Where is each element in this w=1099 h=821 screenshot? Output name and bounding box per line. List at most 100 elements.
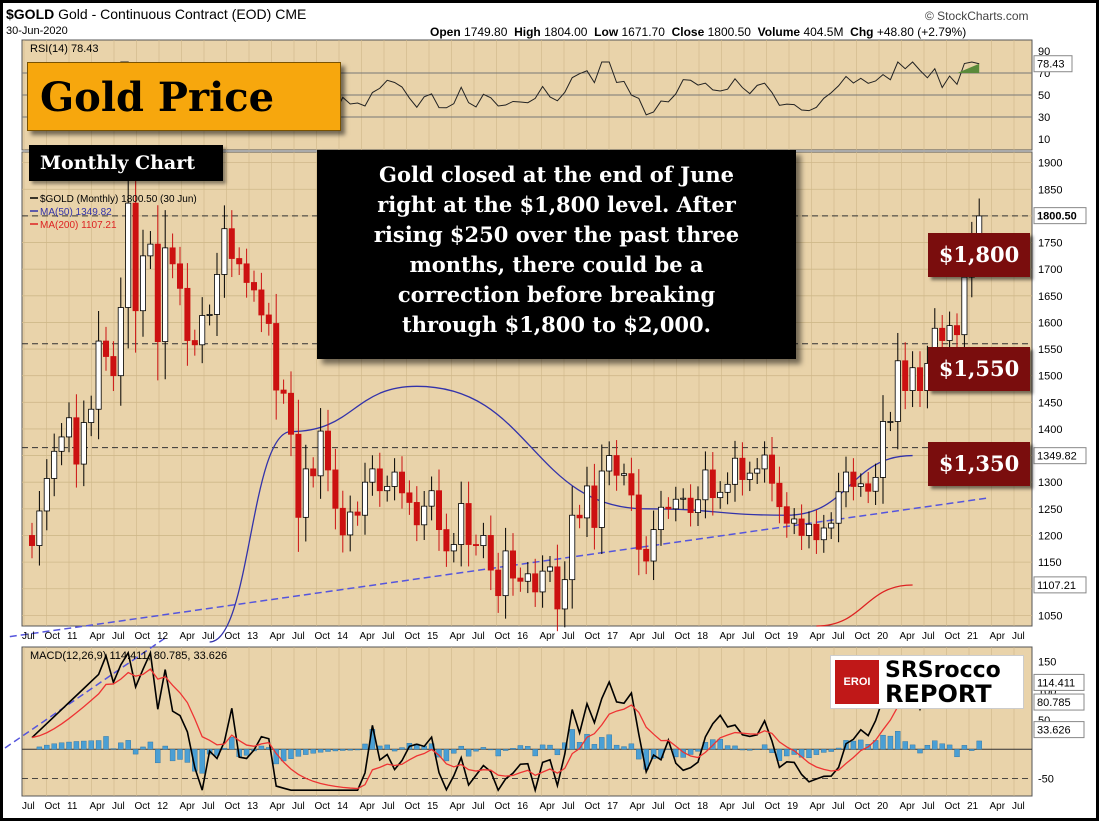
macd-histogram-bar — [902, 741, 908, 750]
candle-body — [769, 454, 776, 484]
price-tag-box — [1033, 207, 1087, 225]
macd-histogram-bar — [532, 749, 538, 757]
candle-body — [524, 573, 531, 582]
x-tick-label: Jul — [922, 631, 935, 642]
candle-body — [273, 323, 280, 391]
macd-tick-label: 150 — [1038, 657, 1056, 669]
candle-body — [687, 497, 694, 513]
candle-body — [709, 469, 716, 499]
candle-body — [391, 471, 398, 487]
candle-body — [835, 491, 842, 524]
candle-body — [139, 255, 146, 312]
price-tick-label: 1450 — [1038, 397, 1062, 409]
price-tick-label: 1600 — [1038, 317, 1062, 329]
macd-histogram-bar — [391, 749, 398, 752]
macd-histogram-bar — [317, 749, 324, 753]
x-tick-label: Jul — [292, 631, 305, 642]
macd-histogram-bar — [266, 747, 272, 750]
ma200-line — [816, 584, 913, 627]
candle-body — [66, 417, 73, 438]
macd-histogram-bar — [384, 744, 390, 750]
macd-histogram-bar — [103, 736, 109, 750]
x-tick-label: 21 — [967, 801, 979, 812]
price-tag-box — [1033, 576, 1087, 594]
macd-histogram-bar — [177, 749, 183, 760]
candle-body — [487, 535, 494, 571]
macd-histogram-bar — [547, 744, 553, 750]
candle-body — [791, 518, 798, 524]
candle-body — [413, 502, 420, 526]
macd-histogram-bar — [88, 740, 94, 750]
macd-histogram — [36, 729, 982, 774]
candlesticks — [28, 161, 983, 632]
rsi-legend: RSI(14) 78.43 — [30, 43, 98, 55]
candle-body — [169, 247, 176, 265]
x-tick-label: Oct — [855, 801, 871, 812]
macd-histogram-bar — [465, 749, 472, 757]
x-tick-label: 12 — [157, 631, 169, 642]
x-tick-label: Apr — [990, 801, 1006, 812]
candle-body — [369, 468, 376, 483]
macd-histogram-bar — [747, 749, 753, 751]
candle-body — [754, 468, 761, 474]
macd-tag-box — [1033, 693, 1085, 711]
candle-body — [517, 577, 524, 582]
macd-line — [31, 649, 980, 794]
macd-histogram-bar — [280, 749, 287, 762]
rsi-tick-label: 90 — [1038, 46, 1050, 58]
macd-histogram-bar — [880, 734, 886, 750]
macd-histogram-bar — [821, 749, 827, 753]
x-tick-label: 12 — [157, 801, 169, 812]
macd-histogram-bar — [835, 747, 842, 750]
x-tick-label: 21 — [967, 631, 979, 642]
candle-body — [162, 247, 169, 343]
macd-histogram-bar — [95, 740, 102, 750]
x-tick-label: Apr — [270, 631, 286, 642]
macd-histogram-bar — [229, 736, 235, 750]
x-tick-label: 17 — [607, 631, 619, 642]
rsi-overbought-fill — [957, 63, 980, 73]
candle-body — [88, 408, 95, 423]
chart-header: $GOLD Gold - Continuous Contract (EOD) C… — [6, 6, 306, 22]
price-tick-label: 1150 — [1038, 557, 1062, 569]
macd-histogram-bar — [162, 745, 168, 750]
x-tick-label: 11 — [67, 631, 78, 642]
macd-histogram-bar — [932, 740, 938, 750]
candle-body — [946, 325, 953, 341]
macd-histogram-bar — [539, 744, 546, 750]
macd-histogram-bar — [155, 749, 161, 764]
x-tick-label: Oct — [315, 801, 331, 812]
srsrocco-logo: EROI SRSrocco REPORT — [830, 655, 1024, 709]
candle-body — [354, 511, 361, 516]
macd-tag-label: 33.626 — [1037, 725, 1071, 737]
candle-body — [443, 529, 450, 552]
eroi-badge: EROI — [835, 660, 879, 704]
x-tick-label: Jul — [832, 631, 845, 642]
price-tag-label: 1800.50 — [1037, 211, 1077, 223]
x-tick-label: 13 — [247, 801, 259, 812]
macd-histogram-bar — [340, 749, 346, 751]
x-tick-label: Jul — [1012, 801, 1025, 812]
macd-histogram-bar — [443, 749, 450, 762]
macd-histogram-bar — [132, 749, 139, 755]
candle-body — [635, 494, 642, 550]
x-tick-label: Jul — [652, 801, 665, 812]
exchange: CME — [275, 6, 307, 22]
x-tick-label: Apr — [180, 801, 196, 812]
macd-histogram-bar — [969, 749, 975, 751]
candle-body — [939, 327, 946, 341]
candle-body — [103, 340, 110, 357]
x-tick-label: Jul — [562, 631, 575, 642]
macd-histogram-bar — [140, 746, 146, 750]
candle-body — [435, 490, 442, 531]
candle-body — [398, 471, 405, 494]
macd-histogram-bar — [613, 744, 620, 750]
price-tick-label: 1400 — [1038, 424, 1062, 436]
x-tick-label: 18 — [697, 801, 709, 812]
macd-histogram-bar — [118, 742, 124, 750]
macd-histogram-bar — [480, 747, 487, 750]
candle-body — [806, 523, 813, 536]
x-tick-label: Jul — [202, 801, 215, 812]
x-tick-label: Jul — [382, 631, 395, 642]
x-tick-label: Jul — [22, 631, 35, 642]
